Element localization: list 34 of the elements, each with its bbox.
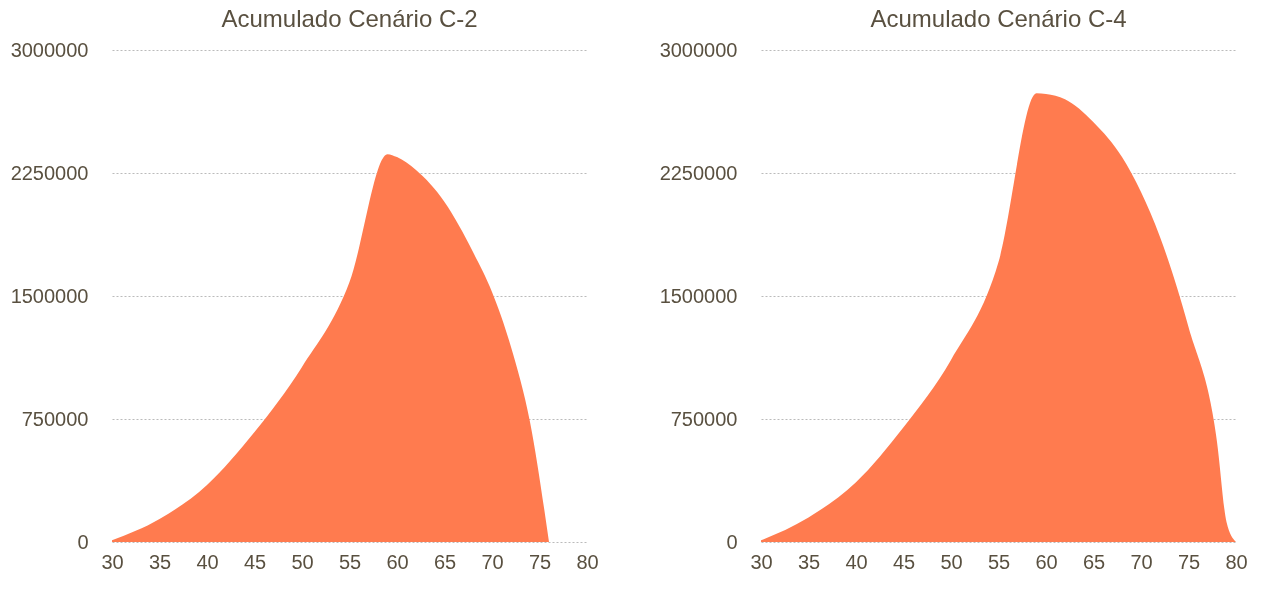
x-tick-label: 50 [291, 550, 314, 573]
y-tick-label: 0 [726, 530, 738, 553]
x-tick-label: 65 [433, 550, 457, 573]
x-tick-label: 35 [148, 550, 172, 573]
y-tick-label: 3000000 [10, 38, 89, 61]
x-tick-label: 40 [196, 550, 219, 573]
x-tick-label: 40 [845, 550, 868, 573]
y-tick-label: 750000 [670, 407, 738, 430]
y-tick-label: 1500000 [659, 284, 738, 307]
x-tick-label: 75 [1177, 550, 1201, 573]
chart-title: Acumulado Cenário C-2 [221, 5, 478, 32]
y-tick-label: 2250000 [659, 161, 738, 184]
chart-title: Acumulado Cenário C-4 [870, 5, 1127, 32]
y-tick-label: 2250000 [10, 161, 89, 184]
y-tick-label: 0 [77, 530, 89, 553]
x-tick-label: 30 [750, 550, 773, 573]
x-tick-label: 55 [987, 550, 1011, 573]
x-tick-label: 70 [1130, 550, 1153, 573]
x-tick-label: 80 [576, 550, 599, 573]
x-tick-label: 60 [386, 550, 409, 573]
x-tick-label: 35 [797, 550, 821, 573]
x-tick-label: 80 [1225, 550, 1248, 573]
x-tick-label: 50 [940, 550, 963, 573]
x-tick-label: 30 [101, 550, 124, 573]
x-tick-label: 45 [892, 550, 916, 573]
y-tick-label: 1500000 [10, 284, 89, 307]
x-tick-label: 75 [528, 550, 552, 573]
y-tick-label: 3000000 [659, 38, 738, 61]
x-tick-label: 60 [1035, 550, 1058, 573]
x-tick-label: 70 [481, 550, 504, 573]
y-tick-label: 750000 [21, 407, 89, 430]
x-tick-label: 45 [243, 550, 267, 573]
x-tick-label: 55 [338, 550, 362, 573]
x-tick-label: 65 [1082, 550, 1106, 573]
